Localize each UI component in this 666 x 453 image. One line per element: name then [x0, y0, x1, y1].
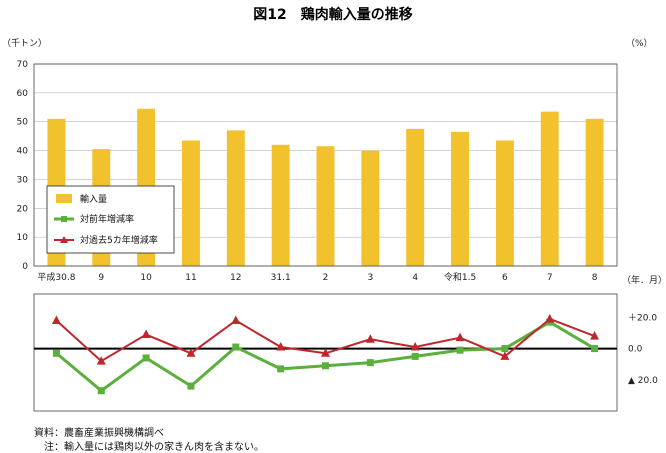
bar-y-tick-label: 60 — [17, 89, 29, 99]
series-point — [96, 356, 106, 365]
series-point — [410, 342, 420, 351]
bar — [271, 144, 290, 266]
series-0 — [52, 318, 599, 395]
series-point — [500, 351, 510, 360]
x-tick-label: 6 — [502, 273, 508, 283]
bar-y-tick-label: 10 — [17, 233, 29, 243]
line-series — [51, 313, 600, 395]
series-point — [142, 354, 150, 362]
footnote: 注：輸入量には鶏肉以外の家きん肉を含まない。 — [44, 442, 264, 453]
bar — [181, 140, 200, 266]
series-point — [411, 352, 419, 360]
series-point — [186, 348, 196, 357]
line-plot-frame — [33, 293, 618, 412]
legend-swatch-imports — [56, 194, 72, 203]
legend-label-5yr: 対過去5カ年増減率 — [80, 234, 158, 246]
legend: 輸入量 対前年増減率 対過去5カ年増減率 — [46, 185, 175, 254]
line-unit-label: （%） — [626, 38, 653, 49]
x-tick-label: 8 — [592, 273, 598, 283]
series-point — [97, 387, 105, 395]
bar — [585, 118, 604, 266]
legend-marker-yoy — [61, 216, 67, 222]
x-tick-label: 9 — [98, 273, 104, 283]
series-point — [277, 365, 285, 373]
series-point — [456, 346, 464, 354]
legend-label-imports: 輸入量 — [80, 193, 107, 205]
bar — [451, 131, 470, 266]
x-tick-label: 令和1.5 — [444, 271, 476, 283]
series-point — [141, 329, 151, 339]
x-tick-label: 11 — [185, 273, 196, 283]
x-tick-label: 10 — [140, 273, 152, 283]
x-tick-label: 4 — [412, 273, 418, 283]
series-point — [231, 315, 241, 325]
series-point — [501, 345, 509, 353]
bar — [361, 150, 380, 266]
line-y-tick-label: ＋20.0 — [628, 312, 657, 323]
series-point — [590, 331, 600, 340]
bar — [540, 111, 559, 266]
series-point — [187, 382, 195, 390]
series-point — [232, 343, 240, 351]
x-tick-labels: 平成30.8 9 10 11 12 31.1 2 3 4 令和1.5 6 7 8 — [37, 271, 597, 283]
bar — [495, 140, 514, 266]
line-y-ticks: ＋20.0 0.0 ▲ 20.0 — [628, 312, 658, 385]
bar-unit-label: （千トン） — [2, 38, 47, 49]
bar-y-tick-label: 40 — [17, 147, 29, 157]
legend-marker-5yr — [60, 236, 68, 243]
series-point — [51, 315, 61, 325]
bar-y-tick-label: 70 — [17, 60, 29, 70]
series-point — [276, 342, 286, 351]
series-point — [321, 348, 330, 357]
x-tick-label: 2 — [323, 273, 329, 283]
bar-y-tick-label: 30 — [17, 175, 29, 185]
x-tick-label: 12 — [230, 273, 241, 283]
series-point — [366, 359, 374, 367]
x-tick-label: 平成30.8 — [37, 271, 75, 283]
legend-label-yoy: 対前年増減率 — [80, 213, 134, 225]
x-tick-label: 31.1 — [271, 273, 291, 283]
series-point — [322, 362, 329, 370]
bar-y-tick-label: 20 — [17, 204, 29, 214]
bar-y-ticks: 0 10 20 30 40 50 60 70 — [17, 60, 29, 272]
bar-y-tick-label: 0 — [22, 262, 28, 272]
series-point — [591, 345, 599, 353]
bar — [316, 146, 335, 266]
x-tick-label: 7 — [547, 273, 553, 283]
series-point — [545, 313, 555, 323]
series-1 — [51, 313, 600, 365]
bar — [406, 128, 425, 266]
series-point — [365, 334, 375, 343]
chart-title: 図12 鶏肉輸入量の推移 — [253, 6, 412, 23]
bar-plot-frame — [33, 63, 618, 267]
line-y-tick-label: ▲ 20.0 — [628, 376, 658, 386]
bar-y-tick-label: 50 — [17, 118, 29, 128]
line-y-tick-label: 0.0 — [628, 345, 643, 355]
series-point — [52, 349, 60, 357]
source-note: 資料：農畜産業振興機構調べ — [34, 428, 164, 439]
x-tick-label: 3 — [367, 273, 373, 283]
bar — [226, 130, 245, 266]
x-unit-label: （年．月） — [622, 274, 666, 286]
series-point — [455, 332, 465, 342]
